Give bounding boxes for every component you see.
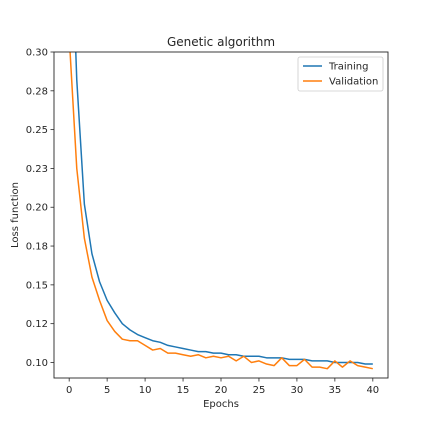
x-tick-label: 5 (104, 385, 110, 396)
y-tick-label: 0.20 (26, 203, 48, 214)
y-tick-label: 0.15 (26, 280, 48, 291)
y-tick-label: 0.18 (26, 242, 48, 253)
x-tick-label: 35 (328, 385, 341, 396)
y-tick-label: 0.23 (26, 164, 48, 175)
x-tick-label: 0 (66, 385, 72, 396)
legend-label-training: Training (328, 62, 368, 73)
x-tick-label: 10 (139, 385, 152, 396)
y-tick-label: 0.25 (26, 125, 48, 136)
x-tick-label: 25 (253, 385, 266, 396)
legend-label-validation: Validation (329, 77, 378, 88)
y-tick-label: 0.28 (26, 86, 48, 97)
y-tick-label: 0.30 (26, 48, 48, 59)
x-tick-label: 20 (215, 385, 228, 396)
chart-title: Genetic algorithm (167, 35, 275, 49)
series-line-validation (69, 52, 373, 370)
y-tick-label: 0.12 (26, 319, 48, 330)
x-tick-label: 40 (366, 385, 379, 396)
x-axis-label: Epochs (203, 399, 239, 410)
x-tick-label: 30 (291, 385, 304, 396)
y-axis-label: Loss function (10, 182, 21, 248)
x-tick-label: 15 (177, 385, 190, 396)
y-tick-label: 0.10 (26, 358, 48, 369)
series-line-training (75, 52, 373, 365)
ticks-layer: 0 5 10 15 20 25 30 35 40 0.10 0.12 0.15 0.18 0.20 0.23… (26, 48, 379, 397)
legend: Training Validation (297, 56, 384, 92)
series-layer (69, 52, 373, 370)
